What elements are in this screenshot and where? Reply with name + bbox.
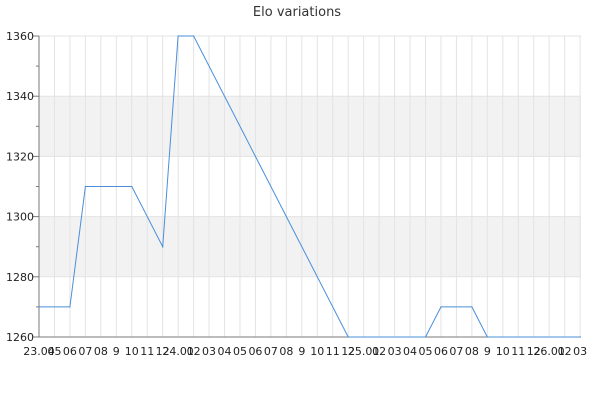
x-tick-label: 05 bbox=[419, 345, 433, 358]
x-tick-label: 05 bbox=[47, 345, 61, 358]
y-tick-label: 1320 bbox=[6, 150, 34, 163]
y-tick-label: 1300 bbox=[6, 211, 34, 224]
x-tick-label: 03 bbox=[573, 345, 587, 358]
x-tick-label: 12 bbox=[527, 345, 541, 358]
y-tick-label: 1360 bbox=[6, 30, 34, 43]
data-point bbox=[440, 306, 442, 308]
data-point bbox=[84, 185, 86, 188]
x-tick-label: 11 bbox=[326, 345, 340, 358]
x-tick-label: 05 bbox=[233, 345, 247, 358]
x-tick-label: 02 bbox=[372, 345, 386, 358]
x-tick-label: 07 bbox=[78, 345, 92, 358]
data-point bbox=[131, 185, 133, 188]
data-point bbox=[471, 306, 473, 308]
data-point bbox=[486, 336, 488, 338]
data-point bbox=[162, 246, 164, 248]
y-tick-label: 1340 bbox=[6, 90, 34, 103]
x-tick-label: 12 bbox=[341, 345, 355, 358]
data-point bbox=[579, 336, 581, 338]
series-line bbox=[39, 35, 581, 338]
x-tick-label: 9 bbox=[113, 345, 120, 358]
chart-title: Elo variations bbox=[253, 5, 341, 20]
plot-band bbox=[39, 96, 581, 157]
x-tick-label: 02 bbox=[187, 345, 201, 358]
x-tick-label: 04 bbox=[403, 345, 417, 358]
x-tick-label: 10 bbox=[496, 345, 510, 358]
y-tick-label: 1260 bbox=[6, 331, 34, 344]
x-tick-label: 25.01 bbox=[348, 345, 380, 358]
x-tick-label: 04 bbox=[218, 345, 232, 358]
data-point bbox=[424, 336, 427, 338]
plot-bands bbox=[39, 96, 581, 277]
x-tick-label: 12 bbox=[156, 345, 170, 358]
x-tick-label: 24.01 bbox=[162, 345, 194, 358]
x-tick-label: 02 bbox=[558, 345, 572, 358]
x-tick-label: 26.01 bbox=[533, 345, 565, 358]
data-point bbox=[38, 306, 40, 308]
x-tick-label: 9 bbox=[484, 345, 491, 358]
x-tick-label: 06 bbox=[63, 345, 77, 358]
x-tick-label: 10 bbox=[125, 345, 139, 358]
x-tick-label: 08 bbox=[94, 345, 108, 358]
x-tick-label: 06 bbox=[434, 345, 448, 358]
x-tick-label: 03 bbox=[202, 345, 216, 358]
data-point bbox=[347, 336, 349, 338]
data-point bbox=[69, 306, 71, 308]
data-point bbox=[177, 35, 179, 37]
x-tick-label: 9 bbox=[298, 345, 305, 358]
x-tick-label: 08 bbox=[465, 345, 479, 358]
x-tick-label: 08 bbox=[279, 345, 293, 358]
x-tick-label: 11 bbox=[140, 345, 154, 358]
data-point bbox=[193, 35, 195, 37]
plot-band bbox=[39, 216, 581, 277]
x-tick-label: 07 bbox=[449, 345, 463, 358]
x-tick-label: 11 bbox=[511, 345, 525, 358]
y-axis-labels: 1260 1280 1300 1320 1340 1360 bbox=[6, 30, 34, 344]
x-tick-label: 23.04 bbox=[23, 345, 55, 358]
x-tick-label: 03 bbox=[388, 345, 402, 358]
x-tick-label: 07 bbox=[264, 345, 278, 358]
x-tick-label: 06 bbox=[248, 345, 262, 358]
y-tick-label: 1280 bbox=[6, 271, 34, 284]
x-tick-label: 10 bbox=[310, 345, 324, 358]
series-layer bbox=[38, 35, 581, 338]
